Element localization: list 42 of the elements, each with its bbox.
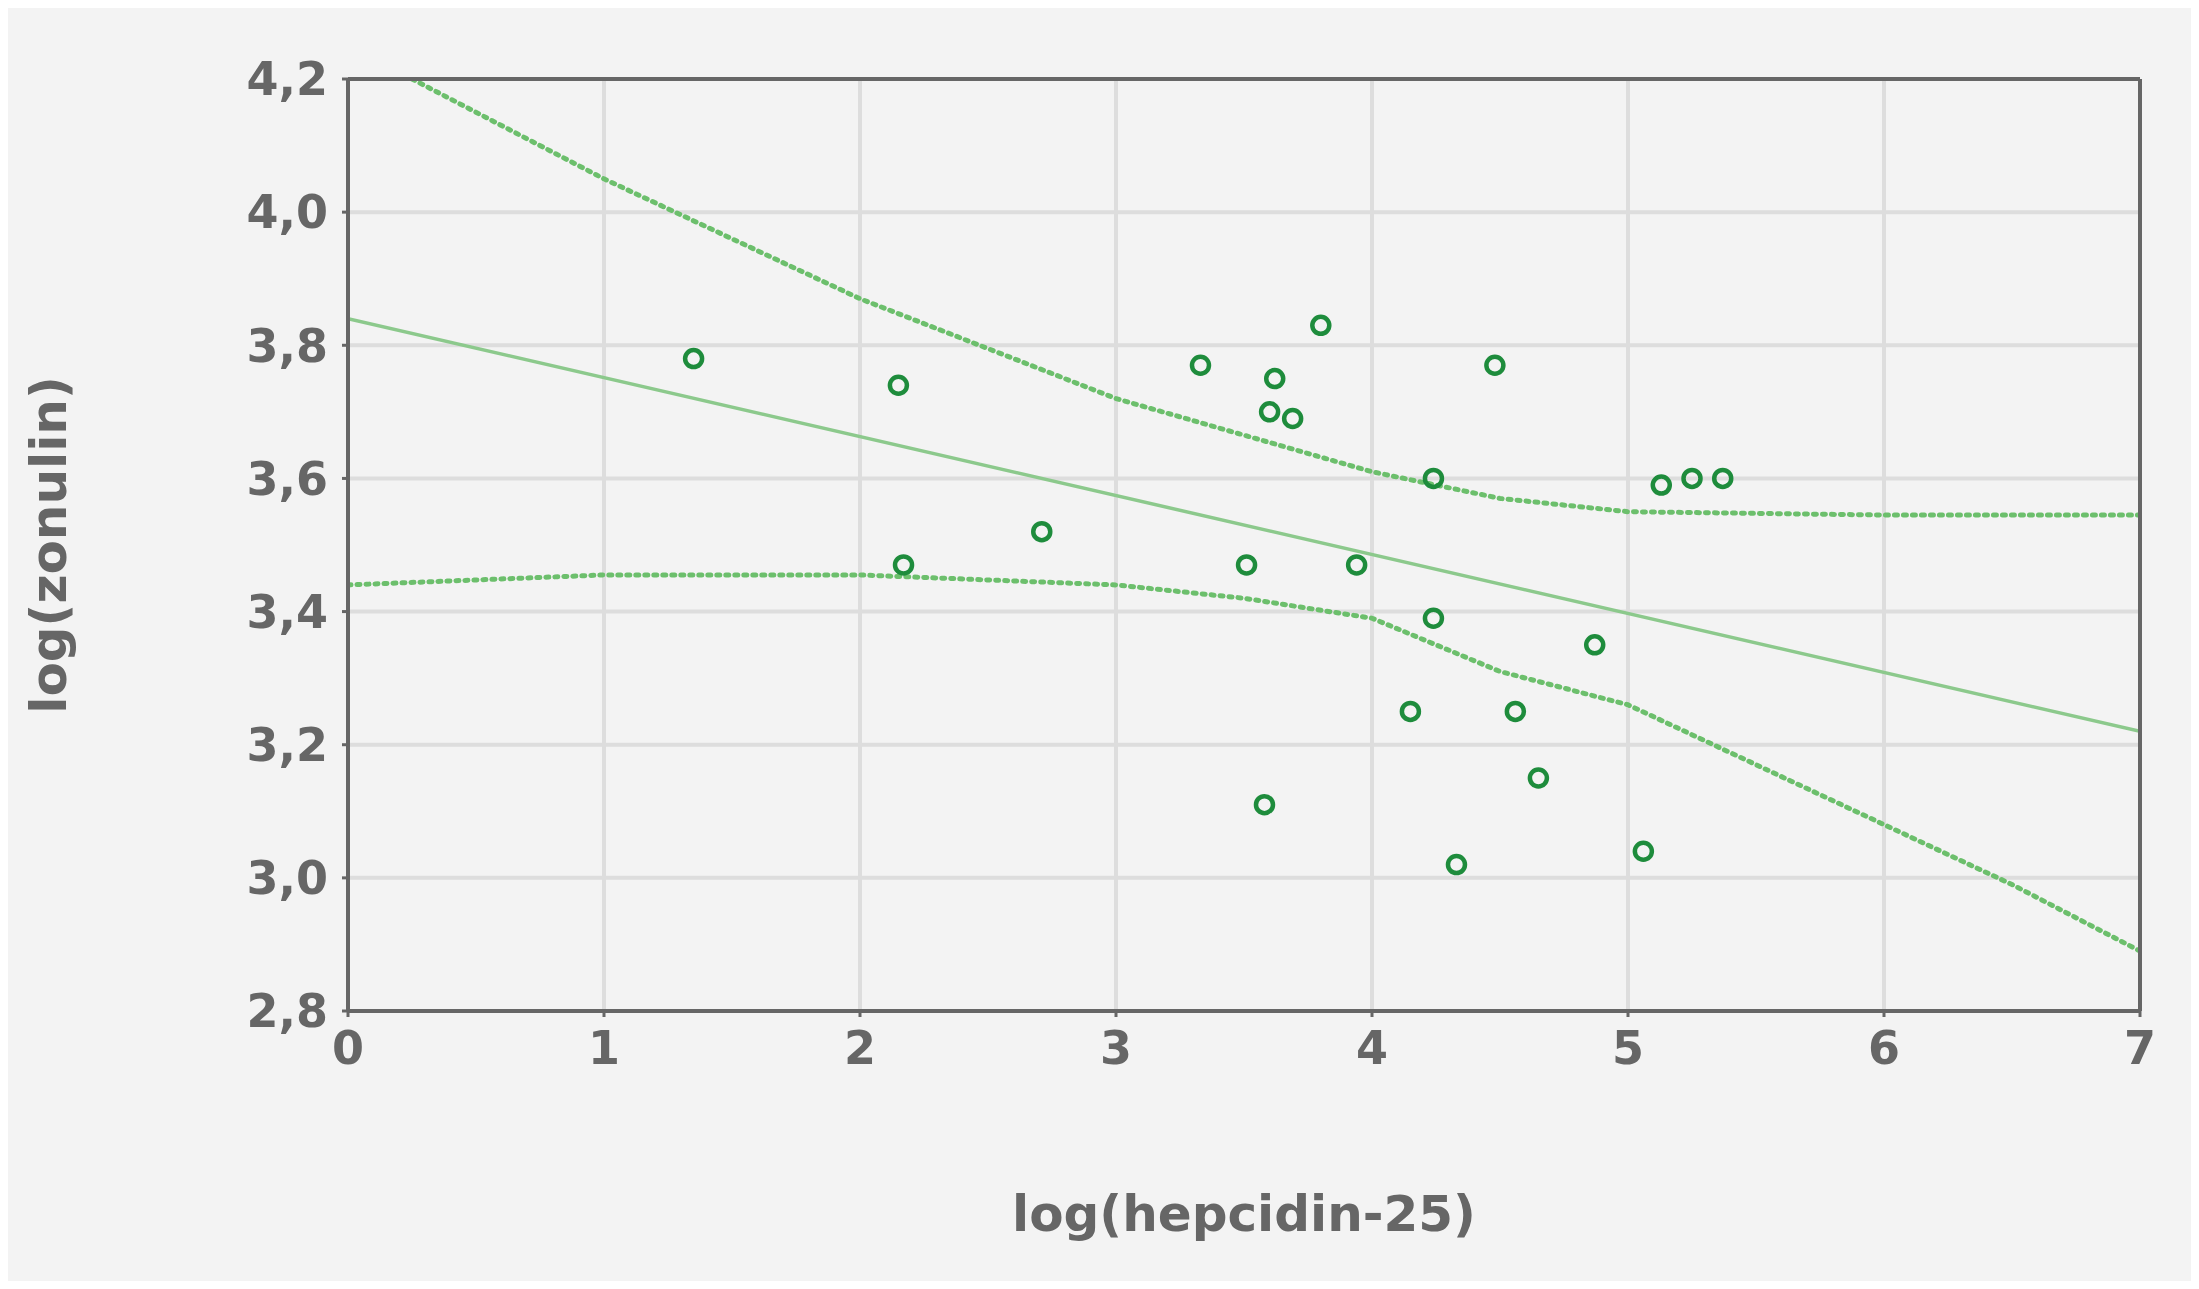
point xyxy=(1422,467,1445,490)
point xyxy=(1235,554,1258,576)
point xyxy=(892,554,915,576)
y-axis-title: log(zonulin) xyxy=(19,376,78,714)
point xyxy=(1504,700,1527,723)
y-tick-label: 3,8 xyxy=(246,318,328,373)
point xyxy=(1422,607,1445,629)
x-axis-title: log(hepcidin-25) xyxy=(1012,1185,1476,1243)
point xyxy=(1258,401,1281,423)
x-tick-label: 7 xyxy=(2123,1020,2157,1075)
x-tick-label: 3 xyxy=(1099,1020,1133,1075)
y-tick-label: 4,0 xyxy=(246,185,328,240)
y-tick-label: 3,2 xyxy=(246,718,328,773)
point xyxy=(1583,634,1606,656)
point xyxy=(1263,367,1286,390)
point xyxy=(1632,840,1655,862)
point xyxy=(1711,467,1734,490)
y-tick-label: 4,2 xyxy=(246,52,328,107)
point xyxy=(887,374,910,396)
point xyxy=(1310,314,1332,337)
point xyxy=(1399,700,1422,723)
point xyxy=(1253,793,1276,816)
y-tick-label: 2,8 xyxy=(246,984,328,1039)
point xyxy=(1681,467,1703,490)
point xyxy=(682,347,705,370)
point xyxy=(1345,554,1368,576)
point xyxy=(1189,354,1212,377)
x-tick-label: 5 xyxy=(1611,1020,1645,1075)
y-tick-label: 3,6 xyxy=(246,451,328,506)
point xyxy=(1281,407,1304,430)
point xyxy=(1484,354,1506,377)
x-tick-label: 4 xyxy=(1355,1020,1389,1075)
x-tick-label: 2 xyxy=(843,1020,877,1075)
x-tick-label: 1 xyxy=(587,1020,621,1075)
point xyxy=(1650,474,1673,496)
y-tick-label: 3,0 xyxy=(246,851,328,906)
x-tick-label: 6 xyxy=(1867,1020,1901,1075)
point xyxy=(1031,520,1053,543)
x-tick-label: 0 xyxy=(331,1020,365,1075)
y-tick-label: 3,4 xyxy=(246,584,328,639)
point xyxy=(1527,767,1550,789)
point xyxy=(1445,853,1468,876)
